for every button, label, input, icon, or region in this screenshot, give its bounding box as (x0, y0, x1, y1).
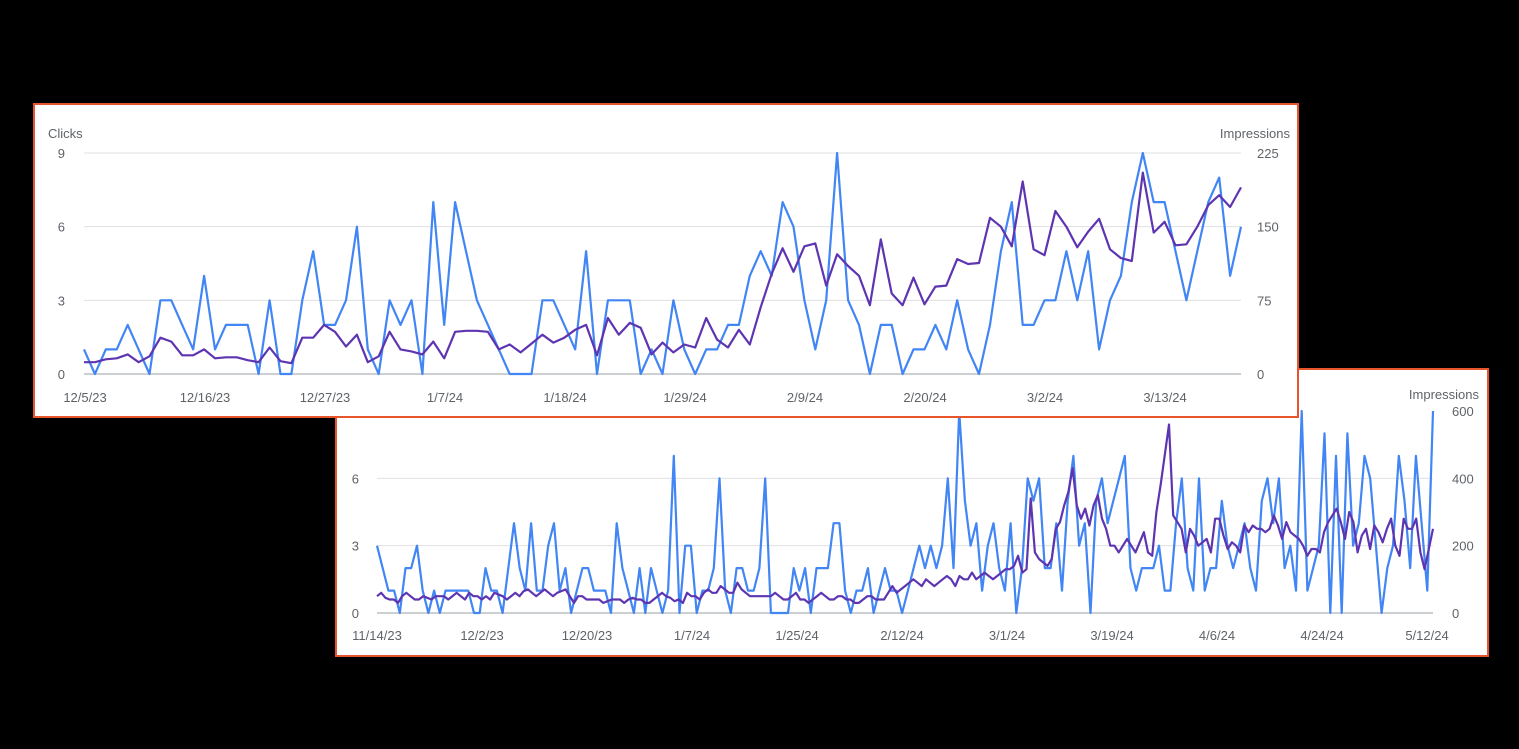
y-left-tick-label: 9 (58, 146, 65, 161)
y-left-tick-label: 0 (352, 606, 359, 621)
y-right-tick-label: 225 (1257, 146, 1279, 161)
x-tick-label: 4/6/24 (1199, 628, 1235, 643)
x-tick-label: 3/2/24 (1027, 390, 1063, 405)
x-tick-label: 1/7/24 (427, 390, 463, 405)
x-tick-label: 1/29/24 (663, 390, 706, 405)
x-tick-label: 3/1/24 (989, 628, 1025, 643)
y-right-tick-label: 0 (1257, 367, 1264, 382)
x-tick-label: 1/18/24 (543, 390, 586, 405)
y-left-tick-label: 6 (58, 220, 65, 235)
y-left-tick-label: 3 (352, 539, 359, 554)
y-left-tick-label: 0 (58, 367, 65, 382)
y-right-tick-label: 0 (1452, 606, 1459, 621)
y-right-tick-label: 400 (1452, 471, 1474, 486)
x-tick-label: 2/9/24 (787, 390, 823, 405)
impressions-series-line (375, 409, 1435, 615)
y-right-tick-label: 200 (1452, 539, 1474, 554)
y-right-tick-label: 150 (1257, 220, 1279, 235)
clicks-series-line (84, 171, 1242, 365)
x-tick-label: 3/13/24 (1143, 390, 1186, 405)
x-tick-label: 3/19/24 (1090, 628, 1133, 643)
impressions-clicks-chart-front: 0 3 6 9 0 75 150 225 Clicks Impressions 12/5/23 12/… (48, 126, 1291, 405)
x-tick-label: 12/27/23 (300, 390, 351, 405)
y-right-axis-title: Impressions (1409, 387, 1480, 402)
x-tick-label: 12/2/23 (460, 628, 503, 643)
x-tick-label: 5/12/24 (1405, 628, 1448, 643)
y-right-tick-label: 600 (1452, 404, 1474, 419)
x-tick-label: 12/5/23 (63, 390, 106, 405)
clicks-series-line (376, 423, 1435, 604)
x-tick-label: 12/20/23 (562, 628, 613, 643)
x-tick-label: 11/14/23 (352, 628, 402, 643)
x-tick-label: 4/24/24 (1300, 628, 1343, 643)
y-right-axis-title: Impressions (1220, 126, 1291, 141)
x-tick-label: 2/20/24 (903, 390, 946, 405)
x-tick-label: 1/25/24 (775, 628, 818, 643)
x-tick-label: 12/16/23 (180, 390, 231, 405)
x-tick-label: 2/12/24 (880, 628, 923, 643)
x-tick-label: 1/7/24 (674, 628, 710, 643)
y-left-tick-label: 6 (352, 471, 359, 486)
chart-panel-front: 0 3 6 9 0 75 150 225 Clicks Impressions 12/5/23 12/… (33, 103, 1299, 418)
y-left-axis-title: Clicks (48, 126, 83, 141)
impressions-clicks-chart-back: 0 3 6 0 200 400 600 Impressions 11/14/23 12/2/23 1… (352, 387, 1480, 643)
impressions-series-line (82, 151, 1243, 376)
y-left-tick-label: 3 (58, 293, 65, 308)
y-right-tick-label: 75 (1257, 293, 1271, 308)
